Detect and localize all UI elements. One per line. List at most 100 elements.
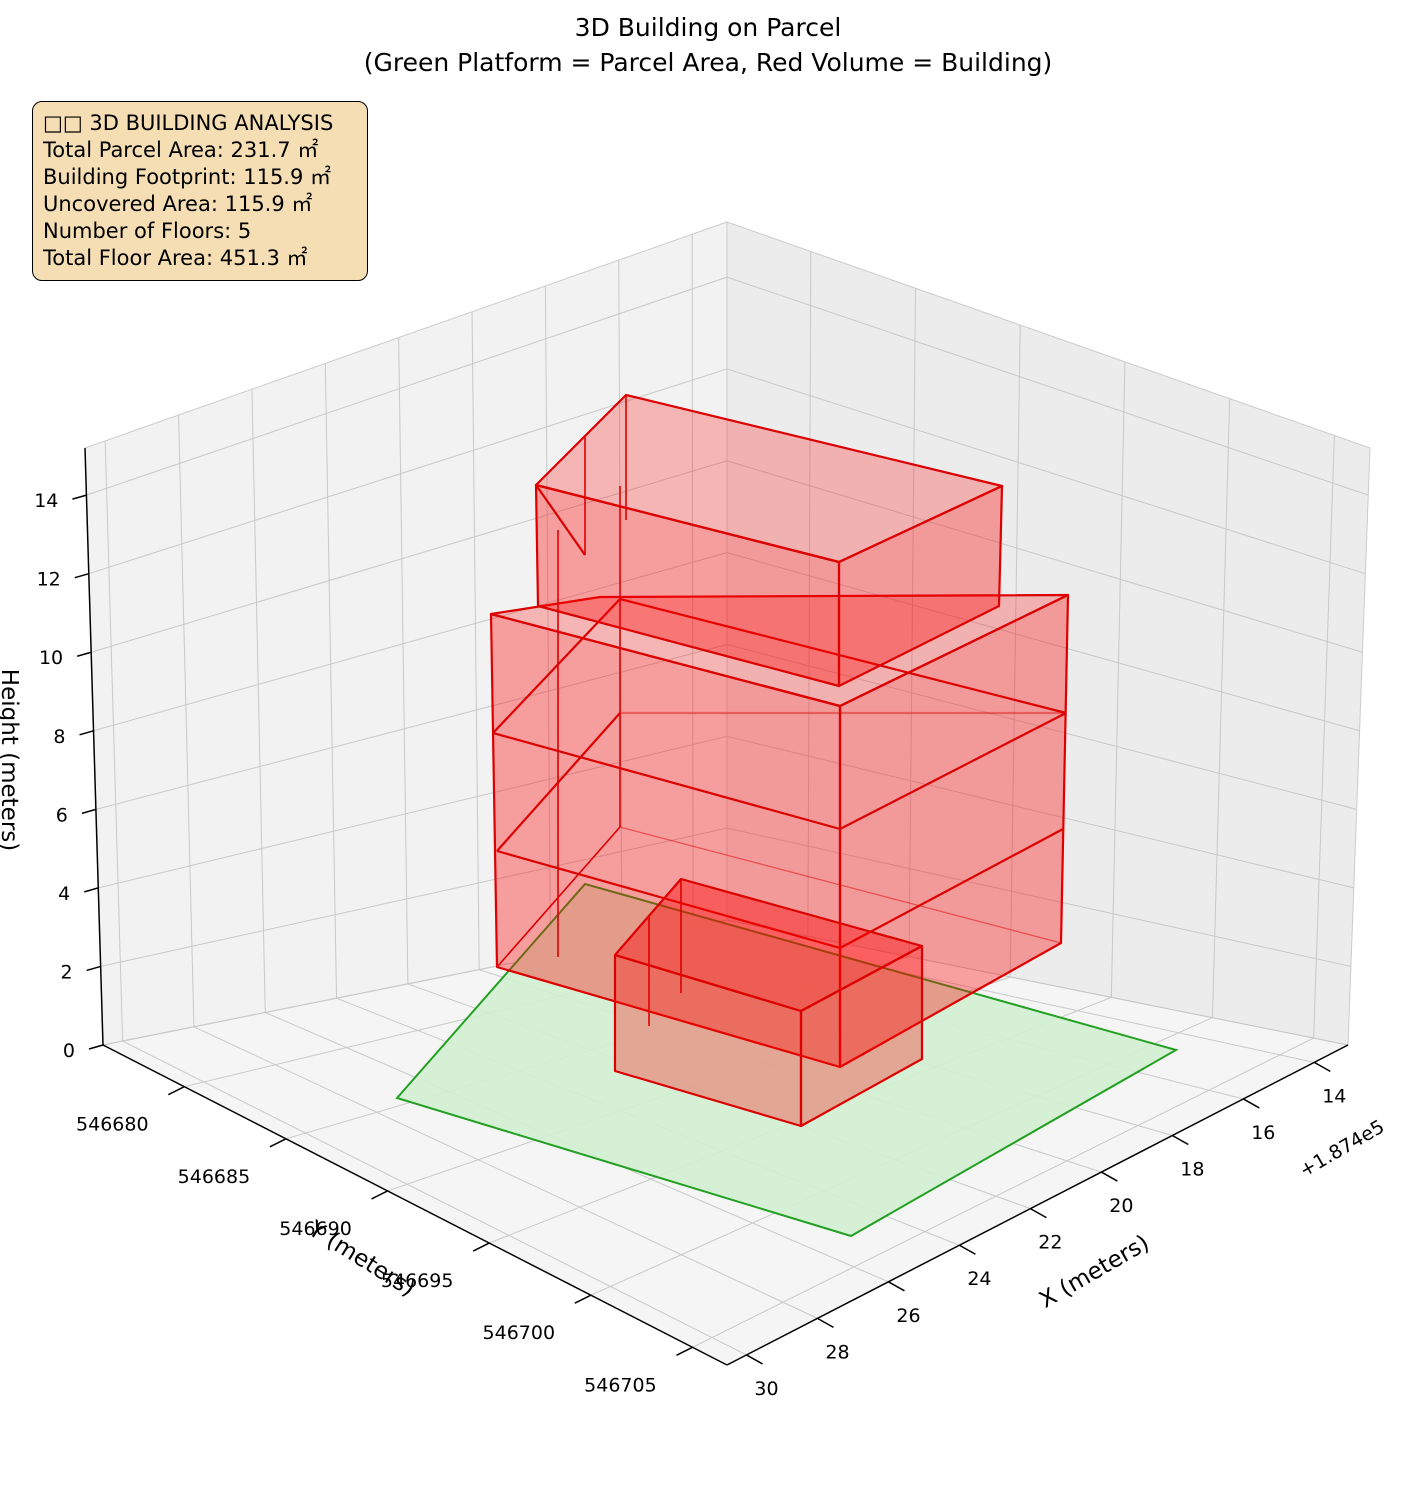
y-grid-line <box>692 1037 1314 1348</box>
y-tick-mark <box>676 1346 693 1356</box>
axis-lines <box>84 447 1349 1366</box>
main-block-top-face <box>489 593 1070 708</box>
z-axis-label: Height (meters) <box>0 669 22 851</box>
z-grid-line <box>726 919 1349 1046</box>
y-tick-mark <box>269 1138 287 1148</box>
y-tick-label: 546690 <box>279 1218 352 1240</box>
z-tick-label: 8 <box>53 726 65 748</box>
z-grid-line <box>726 643 1357 810</box>
x-tick-label: 26 <box>896 1305 920 1327</box>
lower-block-top-face <box>613 877 924 1013</box>
x-grid-line <box>471 311 480 970</box>
floor-line-1-right <box>839 828 1064 949</box>
inner-bottom-line <box>496 826 621 968</box>
y-tick-mark <box>472 1242 490 1252</box>
x-grid-line <box>251 389 266 1013</box>
y-axis-line <box>102 1044 728 1366</box>
z-tick-mark <box>72 494 87 500</box>
info-line-parcel-area: Total Parcel Area: 231.7 ㎡ <box>43 138 319 162</box>
y-grid-line <box>1009 325 1021 978</box>
z-tick-mark <box>74 572 89 579</box>
z-grid-line <box>86 276 728 496</box>
floor-line-2-right <box>839 712 1067 830</box>
z-grid-line <box>726 368 1366 575</box>
y-grid-line <box>1313 435 1335 1039</box>
y-grid-line <box>807 251 812 937</box>
z-grid-line <box>100 827 728 967</box>
x-grid-line <box>122 1040 747 1356</box>
z-tick-mark <box>86 965 101 972</box>
x-axis-offset-label: +1.874e5 <box>1296 1116 1388 1182</box>
z-tick-label: 4 <box>58 883 70 905</box>
x-tick-label: 22 <box>1038 1232 1062 1254</box>
x-grid-line <box>178 415 195 1027</box>
z-grid-line <box>93 552 728 732</box>
z-tick-label: 0 <box>63 1040 75 1062</box>
y-grid-line <box>908 288 917 957</box>
z-tick-mark <box>76 651 92 657</box>
info-line-uncovered: Uncovered Area: 115.9 ㎡ <box>43 192 313 216</box>
parcel-platform <box>395 882 1179 1238</box>
x-tick-label: 14 <box>1322 1085 1346 1107</box>
z-grid-line <box>88 368 728 575</box>
y-tick-mark <box>574 1294 592 1304</box>
z-grid-line <box>726 735 1354 889</box>
x-tick-mark <box>1171 1134 1189 1146</box>
info-box-title: □□ 3D BUILDING ANALYSIS <box>43 111 334 135</box>
z-tick-label: 2 <box>61 961 73 983</box>
info-line-floor-area: Total Floor Area: 451.3 ㎡ <box>43 246 308 270</box>
x-tick-mark <box>959 1244 976 1255</box>
chart-title-line-1: 3D Building on Parcel <box>575 13 842 42</box>
y-tick-mark <box>167 1086 185 1096</box>
info-line-footprint: Building Footprint: 115.9 ㎡ <box>43 165 332 189</box>
chart-title-line-2: (Green Platform = Parcel Area, Red Volum… <box>364 48 1053 77</box>
x-tick-label: 24 <box>967 1268 991 1290</box>
y-tick-label: 546680 <box>76 1114 149 1136</box>
x-tick-mark <box>1101 1171 1118 1182</box>
z-axis-line <box>84 447 104 1046</box>
x-tick-label: 30 <box>754 1378 778 1400</box>
y-grid-line <box>1211 398 1231 1018</box>
z-tick-label: 12 <box>37 569 61 591</box>
info-line-floors: Number of Floors: 5 <box>43 219 252 243</box>
inner-bottom-back <box>619 826 1062 944</box>
y-axis-label: Y (meters) <box>303 1216 420 1302</box>
y-tick-label: 546705 <box>584 1374 657 1396</box>
x-tick-label: 16 <box>1251 1122 1275 1144</box>
y-tick-label: 546700 <box>483 1322 556 1344</box>
x-tick-label: 18 <box>1180 1159 1204 1181</box>
x-tick-mark <box>746 1354 763 1365</box>
x-grid-line <box>104 440 124 1042</box>
upper-to-main-link <box>535 484 586 556</box>
x-grid-line <box>324 363 338 999</box>
z-tick-mark <box>81 808 97 815</box>
x-tick-mark <box>1030 1208 1047 1219</box>
z-grid-line <box>726 276 1369 496</box>
x-axis-line <box>726 1044 1349 1366</box>
upper-block-top-face <box>534 393 1004 564</box>
y-tick-mark <box>371 1190 388 1200</box>
z-tick-label: 14 <box>34 490 58 512</box>
z-tick-mark <box>88 1044 104 1050</box>
x-tick-mark <box>1313 1061 1331 1073</box>
z-tick-label: 6 <box>56 804 68 826</box>
z-grid-line <box>95 643 728 810</box>
x-tick-mark <box>817 1317 834 1329</box>
z-grid-line <box>91 460 728 653</box>
x-grid-line <box>193 1026 818 1319</box>
z-tick-mark <box>79 730 94 736</box>
inner-back-line-b <box>619 597 1067 715</box>
z-tick-label: 10 <box>39 647 63 669</box>
floor-line-2-left <box>492 731 841 831</box>
floor-line-1-left <box>496 849 841 950</box>
z-grid-line <box>726 827 1352 967</box>
x-tick-label: 28 <box>825 1341 849 1363</box>
building-volume <box>489 393 1070 1128</box>
x-grid-line <box>544 285 551 956</box>
x-tick-label: 20 <box>1109 1195 1133 1217</box>
y-tick-label: 546685 <box>178 1166 251 1188</box>
z-grid-line <box>726 460 1363 653</box>
x-tick-mark <box>888 1281 905 1292</box>
y-tick-label: 546695 <box>381 1270 454 1292</box>
